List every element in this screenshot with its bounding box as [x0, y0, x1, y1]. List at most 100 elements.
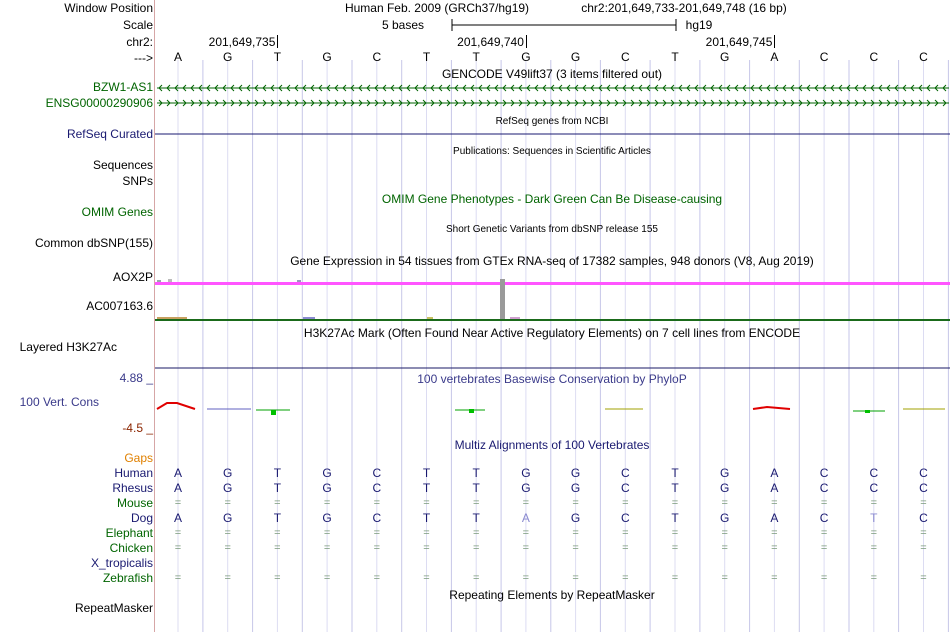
alignment-base: =	[274, 572, 281, 584]
track-area[interactable]: Human Feb. 2009 (GRCh37/hg19) chr2:201,6…	[155, 0, 950, 632]
alignment-base: =	[224, 542, 231, 554]
strand-chevron	[742, 99, 747, 107]
publications-title: Publications: Sequences in Scientific Ar…	[453, 146, 651, 157]
strand-chevron	[526, 99, 531, 107]
window-position-label[interactable]: Window Position	[64, 1, 153, 15]
species-label-dog[interactable]: Dog	[130, 511, 153, 525]
sequence-base: G	[720, 50, 730, 64]
strand-chevron	[390, 99, 395, 107]
omim-label[interactable]: OMIM Genes	[81, 205, 153, 219]
coordinate-tick-mark	[774, 35, 776, 48]
species-label-rhesus[interactable]: Rhesus	[112, 481, 153, 495]
gene-label-ensg[interactable]: ENSG00000290906	[45, 96, 153, 110]
strand-chevron	[222, 99, 227, 107]
alignment-base: T	[273, 466, 282, 480]
strand-chevron	[718, 84, 723, 92]
h3k27ac-track[interactable]	[155, 367, 950, 371]
strand-chevron	[414, 84, 419, 92]
phylop-track[interactable]	[155, 400, 950, 420]
strand-arrow-label[interactable]: --->	[134, 51, 153, 65]
strand-chevron	[470, 84, 475, 92]
strand-chevron	[598, 84, 603, 92]
strand-chevron	[262, 99, 267, 107]
aox2p-label[interactable]: AOX2P	[112, 270, 153, 284]
alignment-base: T	[472, 466, 480, 480]
alignment-base: G	[223, 511, 233, 525]
h3k27ac-label[interactable]: Layered H3K27Ac	[19, 340, 117, 354]
strand-chevron	[646, 99, 651, 107]
scale-bar-text: 5 bases	[381, 18, 425, 32]
refseq-label[interactable]: RefSeq Curated	[66, 127, 153, 141]
alignment-base: =	[224, 572, 231, 584]
strand-chevron	[734, 99, 739, 107]
alignment-base: T	[671, 511, 679, 525]
alignment-base: G	[521, 481, 531, 495]
strand-chevron	[286, 99, 291, 107]
strand-chevron	[590, 84, 595, 92]
species-label-x-tropicalis[interactable]: X_tropicalis	[90, 556, 153, 570]
sequence-base: G	[322, 50, 332, 64]
strand-chevron	[790, 99, 795, 107]
alignment-base: =	[274, 527, 281, 539]
alignment-base: =	[174, 497, 182, 509]
alignment-base: C	[869, 466, 879, 480]
alignment-base: A	[173, 511, 183, 525]
sequence-base: T	[273, 50, 282, 64]
strand-chevron	[550, 99, 555, 107]
alignment-base: A	[770, 466, 779, 480]
alignment-base: =	[224, 497, 231, 509]
strand-chevron	[702, 99, 707, 107]
strand-chevron	[270, 84, 275, 92]
strand-chevron	[862, 84, 867, 92]
repeatmasker-label[interactable]: RepeatMasker	[74, 601, 153, 615]
gencode-track[interactable]	[155, 80, 950, 112]
strand-chevron	[918, 84, 923, 92]
alignment-base: =	[323, 542, 331, 554]
repeatmasker-title: Repeating Elements by RepeatMasker	[449, 588, 655, 602]
species-label-elephant[interactable]: Elephant	[105, 526, 153, 540]
strand-chevron	[494, 99, 499, 107]
strand-chevron	[590, 99, 595, 107]
strand-chevron	[942, 84, 947, 92]
strand-chevron	[158, 84, 163, 92]
ac007163-label[interactable]: AC007163.6	[86, 299, 153, 313]
strand-chevron	[582, 99, 587, 107]
alignment-base: =	[423, 497, 430, 509]
coordinate-tick-label: 201,649,740	[457, 35, 524, 49]
strand-chevron	[382, 84, 387, 92]
species-label-zebrafish[interactable]: Zebrafish	[102, 571, 153, 585]
species-label-human[interactable]: Human	[114, 466, 153, 480]
alignment-base: =	[522, 527, 530, 539]
species-label-chicken[interactable]: Chicken	[109, 541, 153, 555]
strand-chevron	[798, 99, 803, 107]
sequence-base: C	[819, 50, 829, 64]
strand-chevron	[294, 99, 299, 107]
strand-chevron	[622, 84, 627, 92]
alignment-base: =	[870, 542, 878, 554]
gtex-track[interactable]	[155, 275, 950, 323]
sequence-base: C	[372, 50, 382, 64]
strand-chevron	[190, 99, 195, 107]
sequences-label[interactable]: Sequences	[92, 158, 153, 172]
strand-chevron	[182, 99, 187, 107]
scale-label[interactable]: Scale	[122, 18, 153, 32]
refseq-track[interactable]	[155, 132, 950, 136]
strand-chevron	[766, 84, 771, 92]
strand-chevron	[726, 84, 731, 92]
chrom-label[interactable]: chr2:	[126, 35, 153, 49]
dbsnp-label[interactable]: Common dbSNP(155)	[34, 236, 153, 250]
gaps-label[interactable]: Gaps	[124, 451, 153, 465]
strand-chevron	[558, 99, 563, 107]
gene-label-bzw1-as1[interactable]: BZW1-AS1	[92, 80, 153, 94]
alignment-base: T	[422, 466, 431, 480]
label-separator	[154, 0, 155, 632]
strand-chevron	[782, 99, 787, 107]
strand-chevron	[822, 99, 827, 107]
strand-chevron	[398, 99, 403, 107]
species-label-mouse[interactable]: Mouse	[116, 496, 153, 510]
strand-chevron	[422, 99, 427, 107]
cons-track-label[interactable]: 100 Vert. Cons	[19, 395, 99, 409]
strand-chevron	[646, 84, 651, 92]
snps-label[interactable]: SNPs	[122, 174, 153, 188]
alignment-base: =	[870, 572, 878, 584]
